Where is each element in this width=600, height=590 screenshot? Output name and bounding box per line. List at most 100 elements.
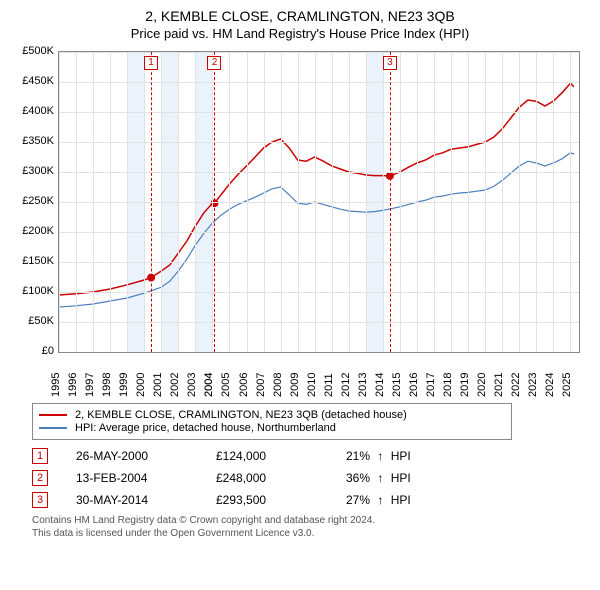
gridline-h [59,292,579,293]
footer-line-2: This data is licensed under the Open Gov… [32,527,588,540]
gridline-h [59,202,579,203]
gridline-v [110,52,111,352]
gridline-v [161,52,162,352]
x-tick-label: 1998 [101,373,113,397]
sale-price: £248,000 [216,471,346,485]
x-tick-label: 2007 [255,373,267,397]
x-tick-label: 1996 [67,373,79,397]
sale-tag: 1 [32,448,48,464]
x-tick-label: 2011 [323,373,335,397]
sale-marker-tag: 2 [207,56,221,70]
x-tick-label: 2005 [220,373,232,397]
sale-date: 13-FEB-2004 [76,471,216,485]
x-tick-label: 2004 [203,373,215,397]
series-hpi [59,153,574,307]
x-tick-label: 2015 [391,373,403,397]
y-tick-label: £100K [22,285,54,297]
sale-marker-line [390,52,391,352]
gridline-v [468,52,469,352]
gridline-h [59,262,579,263]
sale-date: 30-MAY-2014 [76,493,216,507]
gridline-v [212,52,213,352]
x-tick-label: 1997 [84,373,96,397]
sale-marker-line [151,52,152,352]
sale-tag: 3 [32,492,48,508]
y-axis-labels: £0£50K£100K£150K£200K£250K£300K£350K£400… [12,51,56,351]
gridline-v [451,52,452,352]
up-arrow-icon: ↑ [377,449,383,463]
sale-pct: 21% ↑ HPI [346,449,411,463]
sale-row: 330-MAY-2014£293,50027% ↑ HPI [32,492,572,508]
chart-subtitle: Price paid vs. HM Land Registry's House … [12,26,588,41]
gridline-v [553,52,554,352]
sale-row: 213-FEB-2004£248,00036% ↑ HPI [32,470,572,486]
gridline-v [264,52,265,352]
y-tick-label: £50K [28,315,54,327]
x-tick-label: 2023 [527,373,539,397]
gridline-v [315,52,316,352]
sale-marker-line [214,52,215,352]
sale-row: 1 26-MAY-2000£124,00021% ↑ HPI [32,448,572,464]
x-tick-label: 1995 [50,373,62,397]
sale-pct: 36% ↑ HPI [346,471,411,485]
gridline-h [59,52,579,53]
gridline-v [195,52,196,352]
gridline-v [144,52,145,352]
gridline-v [76,52,77,352]
x-tick-label: 2012 [340,373,352,397]
up-arrow-icon: ↑ [377,493,383,507]
x-axis-labels: 1995199619971998199920002001200220032004… [58,355,578,397]
gridline-v [349,52,350,352]
x-tick-label: 2014 [374,373,386,397]
x-tick-label: 2008 [272,373,284,397]
x-tick-label: 2017 [425,373,437,397]
x-tick-label: 2025 [561,373,573,397]
y-tick-label: £300K [22,165,54,177]
gridline-v [127,52,128,352]
gridline-v [502,52,503,352]
container: 2, KEMBLE CLOSE, CRAMLINGTON, NE23 3QB P… [0,0,600,590]
legend-swatch-hpi [39,427,67,429]
y-tick-label: £450K [22,75,54,87]
y-tick-label: £350K [22,135,54,147]
x-tick-label: 2002 [169,373,181,397]
gridline-h [59,142,579,143]
legend-label-hpi: HPI: Average price, detached house, Nort… [75,422,336,434]
x-tick-label: 2024 [544,373,556,397]
sale-marker-tag: 1 [144,56,158,70]
gridline-v [298,52,299,352]
gridline-v [417,52,418,352]
gridline-v [519,52,520,352]
x-tick-label: 2018 [442,373,454,397]
up-arrow-icon: ↑ [377,471,383,485]
sale-price: £293,500 [216,493,346,507]
series-property [59,83,574,295]
footer: Contains HM Land Registry data © Crown c… [32,514,588,540]
y-tick-label: £150K [22,255,54,267]
x-tick-label: 2010 [306,373,318,397]
y-tick-label: £200K [22,225,54,237]
gridline-v [366,52,367,352]
legend-row-property: 2, KEMBLE CLOSE, CRAMLINGTON, NE23 3QB (… [39,409,505,421]
gridline-v [485,52,486,352]
gridline-v [332,52,333,352]
gridline-h [59,322,579,323]
gridline-h [59,112,579,113]
legend-row-hpi: HPI: Average price, detached house, Nort… [39,422,505,434]
sale-price: £124,000 [216,449,346,463]
x-tick-label: 2020 [476,373,488,397]
gridline-v [178,52,179,352]
sale-date: 26-MAY-2000 [76,449,216,463]
gridline-h [59,172,579,173]
sales-list: 1 26-MAY-2000£124,00021% ↑ HPI 213-FEB-200… [32,448,572,508]
x-tick-label: 1999 [118,373,130,397]
y-tick-label: £400K [22,105,54,117]
plot-area: 123 [58,51,580,353]
x-tick-label: 2021 [493,373,505,397]
gridline-h [59,82,579,83]
x-tick-label: 2000 [135,373,147,397]
footer-line-1: Contains HM Land Registry data © Crown c… [32,514,588,527]
x-tick-label: 2022 [510,373,522,397]
chart-title: 2, KEMBLE CLOSE, CRAMLINGTON, NE23 3QB [12,8,588,24]
gridline-v [400,52,401,352]
